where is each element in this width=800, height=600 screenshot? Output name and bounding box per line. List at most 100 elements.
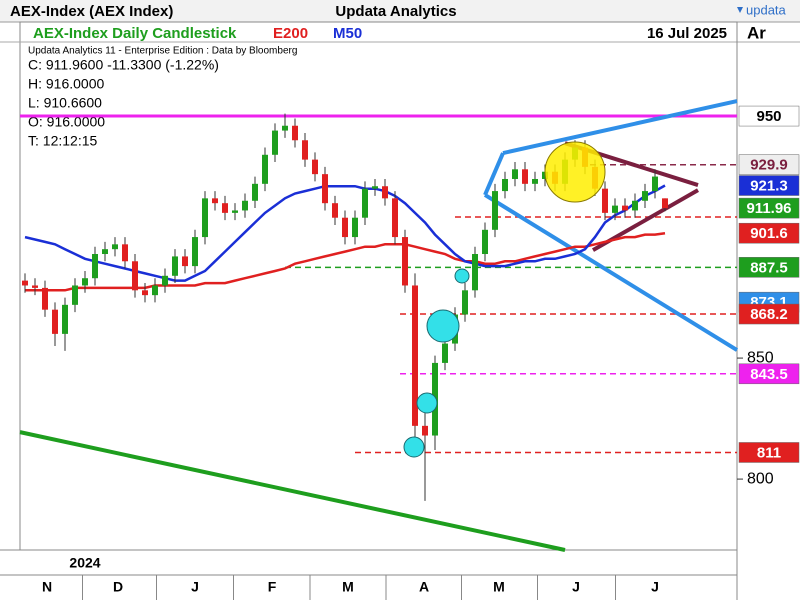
candle-body [632,200,638,211]
price-label: 911.96 [746,200,791,217]
candle-body [222,203,228,213]
candle-body [142,290,148,296]
candle-body [352,217,358,238]
candle-body [122,244,128,262]
info-open: O: 916.0000 [28,114,105,130]
date: 16 Jul 2025 [647,25,727,42]
candle-body [62,304,68,334]
legend-m50: M50 [333,25,362,42]
candle-body [162,275,168,286]
moving-average [25,231,666,292]
candle-body [152,285,158,296]
y-tick-label: 850 [747,349,774,366]
candle-body [392,198,398,238]
candle-body [42,287,48,310]
y-tick-label: 800 [747,470,774,487]
source: Updata Analytics 11 - Enterprise Edition… [28,46,297,57]
candle-body [52,309,58,334]
highlight-circle [544,141,606,203]
x-tick-label: J [651,579,659,595]
price-label: 868.2 [750,306,788,323]
price-label-box [738,257,800,278]
candle-body [182,256,188,267]
candle-body [622,205,628,211]
legend-e200: E200 [273,25,308,42]
x-tick-label: F [268,579,277,595]
price-label-box [738,175,800,196]
candle-body [642,191,648,201]
header-left: AEX-Index (AEX Index) [10,3,173,20]
trendline [483,193,739,352]
candle-body [22,280,28,286]
x-tick-label: D [113,579,123,595]
candle-body [532,178,538,184]
candle-body [602,188,608,213]
plot [19,99,739,552]
price-label: 843.5 [750,366,788,383]
candle-body [272,130,278,155]
x-tick-label: M [342,579,354,595]
candle-body [262,154,268,184]
axis-unit: Ar [747,23,766,42]
candle-body [362,188,368,218]
candle-body [72,285,78,305]
candle-body [282,125,288,131]
info-close: C: 911.9600 -11.3300 (-1.22%) [28,57,219,73]
candle-body [402,237,408,286]
price-label: 811 [757,444,781,461]
candle-body [502,178,508,192]
candle-body [92,254,98,279]
price-label: 921.3 [750,177,788,194]
overlay: 950929.9921.3911.96901.6887.5873.1868.28… [738,105,800,463]
x-tick-label: N [42,579,52,595]
price-label-box [738,154,800,175]
candle-body [202,198,208,238]
candle-body [252,183,258,201]
candle-body [342,217,348,238]
x-tick-label: M [493,579,505,595]
info-low: L: 910.6600 [28,95,102,111]
info-time: T: 12:12:15 [28,133,97,149]
highlight-circle [416,392,438,414]
candle-body [462,290,468,315]
highlight-circle [426,309,460,343]
price-label-box [738,442,800,463]
highlight-circle [403,436,425,458]
header-bar [0,0,800,22]
candle-body [322,174,328,204]
logo-icon [737,7,743,13]
price-label-box [738,222,800,244]
candle-body [652,176,658,192]
candle-body [232,210,238,213]
price-label-box [738,105,800,127]
candle-body [102,249,108,255]
candle-body [382,186,388,199]
moving-average [24,184,666,282]
candle-body [292,125,298,141]
candle-body [492,191,498,230]
x-tick-label: J [191,579,199,595]
candle-body [302,140,308,160]
year-label: 2024 [69,555,100,571]
candle-body [472,254,478,291]
candle-body [212,198,218,204]
price-label: 950 [756,108,781,125]
header-center: Updata Analytics [335,3,456,20]
trendline [483,152,505,196]
candle-body [172,256,178,276]
candle-body [312,159,318,175]
price-label: 929.9 [750,157,788,174]
candle-body [32,285,38,288]
candle-body [522,169,528,184]
x-tick-label: J [572,579,580,595]
candle-body [112,244,118,250]
chart-title: AEX-Index Daily Candlestick [33,25,237,42]
candle-body [612,205,618,213]
candle-body [372,186,378,189]
price-label: 887.5 [750,259,788,276]
price-label: 901.6 [750,225,788,242]
highlight-circle [454,268,470,284]
candle-body [442,343,448,363]
